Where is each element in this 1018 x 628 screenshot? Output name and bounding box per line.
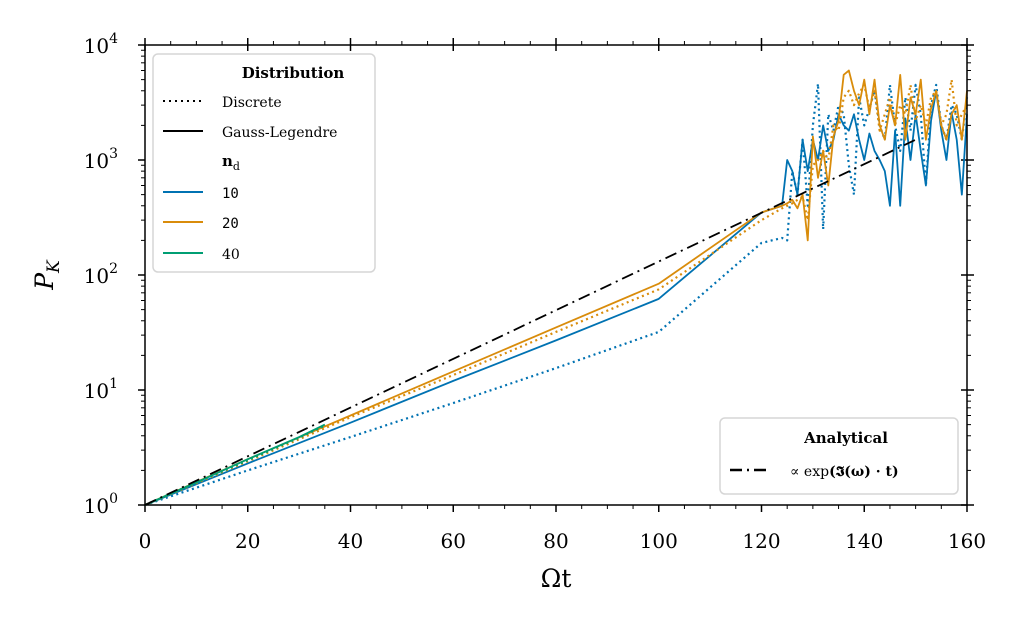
x-tick-label-5: 100 (640, 529, 678, 553)
y-tick-label-exp-0: 0 (109, 491, 118, 507)
legend-analytical: Analytical ∝ exp(𝕴(ω) · t) (719, 417, 959, 495)
legend-distribution-box (152, 53, 376, 273)
legend-gauss-label: Gauss-Legendre (222, 125, 337, 141)
legend-nd-sub: d (233, 160, 240, 173)
svg-text:PK: PK (30, 259, 64, 291)
y-axis-title: PK (30, 259, 64, 291)
legend-analytical-prefix: ∝ exp (790, 464, 829, 480)
y-tick-label-3: 103 (84, 146, 118, 173)
x-tick-label-6: 120 (742, 529, 780, 553)
series-line-1 (144, 82, 969, 507)
y-tick-label-4: 104 (84, 31, 118, 58)
x-tick-label-0: 0 (139, 529, 152, 553)
series-line-6 (144, 138, 917, 506)
legend-n10-label: 10 (222, 186, 239, 202)
y-tick-label-exp-2: 2 (109, 261, 118, 277)
y-tick-label-base-1: 10 (84, 379, 109, 403)
plot-lines (144, 69, 969, 507)
legend-n20-label: 20 (222, 216, 239, 232)
y-tick-label-base-3: 10 (84, 149, 109, 173)
y-axis-title-text: P (30, 272, 59, 291)
y-tick-label-base-4: 10 (84, 34, 109, 58)
legend-distribution-title: Distribution (242, 64, 345, 82)
plot-frame (144, 44, 968, 506)
x-tick-label-7: 140 (845, 529, 883, 553)
y-tick-label-1: 101 (84, 376, 118, 403)
legend-nd-base: n (222, 152, 233, 170)
legend-distribution: Distribution Discrete Gauss-Legendre nd … (152, 53, 376, 273)
x-tick-label-1: 20 (235, 529, 260, 553)
y-tick-label-base-0: 10 (84, 494, 109, 518)
x-tick-label-3: 60 (441, 529, 466, 553)
x-tick-labels: 0 20 40 60 80 100 120 140 160 (139, 529, 986, 553)
series-line-5 (144, 424, 326, 507)
x-tick-label-8: 160 (948, 529, 986, 553)
legend-analytical-expr: (𝕴(ω) · t) (829, 464, 899, 480)
x-axis-title-text: Ωt (541, 564, 572, 593)
y-tick-label-0: 100 (84, 491, 118, 518)
y-axis-title-sub: K (44, 259, 64, 274)
legend-analytical-box (719, 417, 959, 495)
legend-discrete-label: Discrete (222, 95, 282, 111)
legend-analytical-title: Analytical (803, 429, 888, 447)
y-tick-label-2: 102 (84, 261, 118, 288)
y-tick-label-exp-3: 3 (109, 146, 118, 162)
y-tick-label-exp-1: 1 (109, 376, 118, 392)
legend-n40-label: 40 (222, 247, 240, 263)
x-tick-label-2: 40 (338, 529, 363, 553)
legend-analytical-label: ∝ exp(𝕴(ω) · t) (790, 464, 899, 480)
series-line-2 (144, 69, 968, 506)
x-tick-label-4: 80 (543, 529, 568, 553)
series-line-3 (144, 78, 968, 507)
x-axis-title: Ωt (541, 564, 572, 593)
y-tick-label-base-2: 10 (84, 264, 109, 288)
series-line-0 (144, 89, 968, 506)
legend-nd-header: nd (222, 152, 240, 173)
y-tick-label-exp-4: 4 (109, 31, 118, 47)
